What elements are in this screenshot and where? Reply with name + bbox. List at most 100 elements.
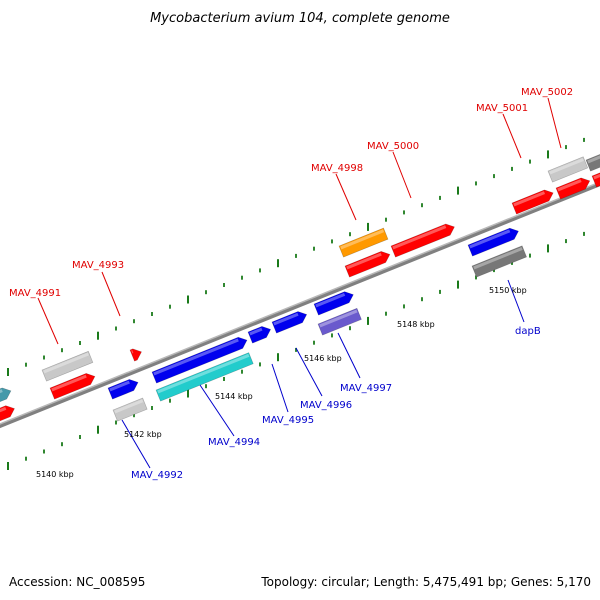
gene-highlight: [249, 327, 263, 336]
gene-label-MAV_4994[interactable]: MAV_4994: [208, 437, 260, 448]
gene-body: [591, 171, 600, 188]
gene-body: [547, 156, 589, 183]
gene-body: [151, 336, 248, 384]
gene-body: [155, 352, 254, 402]
gene-body: [313, 291, 354, 316]
leader-line-MAV_4992: [121, 419, 151, 469]
gene-g-4994-cyan[interactable]: [155, 352, 254, 402]
leader-line-MAV_5001: [502, 113, 522, 159]
gene-g-5000[interactable]: [390, 221, 457, 258]
gene-highlight: [549, 158, 584, 175]
gene-body: [112, 397, 148, 422]
gene-body: [0, 405, 15, 424]
gene-features: [0, 150, 600, 424]
gene-label-MAV_4996[interactable]: MAV_4996: [300, 400, 352, 411]
gene-g-4997-blue[interactable]: [313, 289, 356, 316]
gene-highlight: [473, 247, 523, 270]
gene-highlight: [0, 406, 7, 416]
gene-label-MAV_4991[interactable]: MAV_4991: [9, 288, 61, 299]
gene-highlight: [587, 152, 600, 164]
genome-summary-text: Topology: circular; Length: 5,475,491 bp…: [260, 575, 591, 589]
gene-highlight: [513, 191, 546, 207]
accession-text: Accession: NC_008595: [9, 575, 145, 589]
gene-label-MAV_5001[interactable]: MAV_5001: [476, 103, 528, 114]
gene-g-5002-red[interactable]: [555, 175, 592, 200]
gene-label-MAV_4993[interactable]: MAV_4993: [72, 260, 124, 271]
scale-label-5144: 5144 kbp: [215, 392, 253, 401]
gene-body: [107, 379, 139, 400]
gene-body: [471, 245, 527, 278]
gene-label-MAV_4995[interactable]: MAV_4995: [262, 415, 314, 426]
gene-g-left-red[interactable]: [0, 403, 17, 424]
leader-line-MAV_4994: [199, 384, 235, 437]
gene-body: [338, 227, 389, 258]
gene-highlight: [0, 389, 3, 396]
gene-highlight: [469, 229, 511, 249]
gene-body: [555, 177, 591, 200]
gene-label-MAV_4992[interactable]: MAV_4992: [131, 470, 183, 481]
tick-marks: [7, 137, 585, 470]
gene-g-dapB-blue[interactable]: [467, 226, 521, 257]
gene-g-5001[interactable]: [511, 187, 555, 215]
gene-g-4991-red[interactable]: [49, 371, 97, 400]
leader-line-MAV_4998: [335, 173, 357, 221]
gene-highlight: [346, 252, 382, 270]
gene-highlight: [43, 352, 89, 374]
gene-g-dapB-gray[interactable]: [471, 245, 527, 278]
gene-highlight: [557, 179, 582, 192]
gene-g-right-dark[interactable]: [585, 150, 600, 172]
gene-highlight: [51, 374, 87, 392]
map-title: Mycobacterium avium 104, complete genome: [150, 11, 450, 26]
label-leader-lines: [37, 97, 562, 469]
leader-line-MAV_4995: [271, 363, 289, 413]
leader-line-MAV_4996: [295, 347, 323, 397]
gene-g-4992-blue[interactable]: [107, 377, 140, 400]
gene-g-4992-gray[interactable]: [112, 397, 148, 422]
gene-g-4991-gray[interactable]: [41, 350, 94, 382]
gene-highlight: [319, 309, 358, 328]
gene-highlight: [593, 173, 600, 180]
gene-label-MAV_4997[interactable]: MAV_4997: [340, 383, 392, 394]
gene-highlight: [340, 229, 385, 250]
gene-highlight: [315, 292, 346, 308]
gene-label-dapB[interactable]: dapB: [515, 326, 541, 337]
leader-line-MAV_4991: [37, 297, 59, 345]
gene-g-4997-slate[interactable]: [317, 307, 362, 336]
leader-line-dapB: [507, 279, 525, 323]
gene-g-4994-blue[interactable]: [151, 335, 249, 384]
gene-body: [344, 251, 391, 278]
gene-highlight: [157, 353, 250, 394]
gene-g-4998-orange[interactable]: [338, 227, 389, 258]
leader-line-MAV_4993: [101, 271, 121, 317]
gene-highlight: [109, 380, 130, 392]
gene-body: [129, 348, 142, 362]
gene-highlight: [131, 350, 134, 354]
scale-label-5146: 5146 kbp: [304, 354, 342, 363]
gene-label-MAV_5002[interactable]: MAV_5002: [521, 87, 573, 98]
gene-g-right-red[interactable]: [591, 169, 600, 188]
gene-body: [585, 150, 600, 172]
gene-g-4998-red[interactable]: [344, 249, 392, 278]
scale-label-5150: 5150 kbp: [489, 286, 527, 295]
gene-body: [511, 189, 554, 215]
gene-body: [41, 350, 94, 382]
gene-body: [247, 326, 272, 344]
gene-body: [271, 311, 308, 334]
gene-g-left-teal[interactable]: [0, 385, 13, 404]
gene-g-4995[interactable]: [247, 324, 273, 344]
gene-g-4996[interactable]: [271, 309, 309, 334]
gene-label-MAV_4998[interactable]: MAV_4998: [311, 163, 363, 174]
leader-line-MAV_5000: [392, 151, 412, 199]
leader-line-MAV_5002: [547, 97, 562, 149]
gene-body: [317, 307, 362, 336]
gene-body: [0, 387, 12, 404]
scale-label-5142: 5142 kbp: [124, 430, 162, 439]
gene-highlight: [114, 399, 144, 414]
gene-g-4993[interactable]: [129, 346, 144, 362]
gene-body: [49, 373, 96, 400]
gene-highlight: [273, 312, 299, 326]
gene-body: [390, 223, 455, 258]
gene-label-MAV_5000[interactable]: MAV_5000: [367, 141, 419, 152]
gene-g-5002-gray[interactable]: [547, 156, 589, 183]
